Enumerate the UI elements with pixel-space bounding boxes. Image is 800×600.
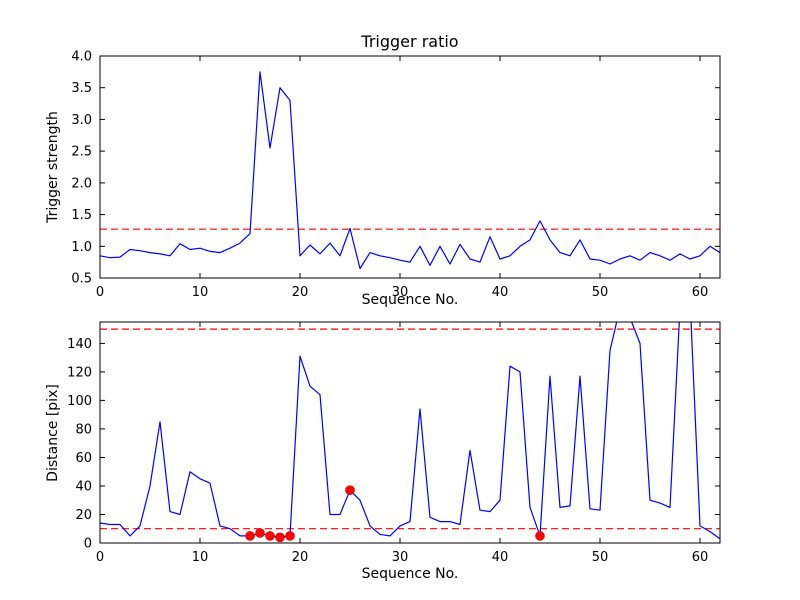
- y-tick-label: 140: [67, 337, 92, 352]
- trigger-marker: [285, 531, 295, 541]
- chart-title: Trigger ratio: [361, 32, 459, 51]
- trigger-marker: [275, 532, 285, 543]
- x-tick-label: 0: [96, 550, 104, 565]
- y-tick-label: 80: [75, 422, 92, 437]
- y-tick-label: 120: [67, 365, 92, 380]
- y-tick-label: 0.5: [71, 272, 92, 287]
- x-tick-label: 0: [96, 285, 104, 300]
- y-tick-label: 4.0: [71, 50, 92, 65]
- trigger-marker: [265, 531, 275, 541]
- x-tick-label: 60: [692, 285, 709, 300]
- x-tick-label: 20: [292, 550, 309, 565]
- x-tick-label: 40: [492, 550, 509, 565]
- x-tick-label: 60: [692, 550, 709, 565]
- y-tick-label: 20: [75, 508, 92, 523]
- data-line: [100, 322, 720, 540]
- trigger-marker: [245, 531, 255, 541]
- x-tick-label: 50: [592, 550, 609, 565]
- x-tick-label: 50: [592, 285, 609, 300]
- y-tick-label: 3.5: [71, 81, 92, 96]
- trigger-marker: [535, 531, 545, 541]
- trigger-marker: [255, 528, 265, 538]
- y-tick-label: 2.5: [71, 145, 92, 160]
- data-line: [100, 71, 720, 270]
- top-y-axis-label: Trigger strength: [45, 111, 61, 223]
- x-tick-label: 10: [192, 285, 209, 300]
- x-tick-label: 10: [192, 550, 209, 565]
- x-tick-label: 30: [392, 550, 409, 565]
- y-tick-label: 3.0: [71, 113, 92, 128]
- bottom-y-axis-label: Distance [pix]: [45, 384, 61, 482]
- plot-area: [100, 71, 720, 270]
- top-x-axis-label: Sequence No.: [361, 292, 459, 308]
- y-tick-label: 40: [75, 480, 92, 495]
- bottom-x-axis-label: Sequence No.: [361, 566, 459, 582]
- y-tick-label: 1.5: [71, 208, 92, 223]
- x-tick-label: 20: [292, 285, 309, 300]
- y-tick-label: 100: [67, 394, 92, 409]
- trigger-marker: [345, 485, 355, 496]
- y-tick-label: 60: [75, 451, 92, 466]
- x-tick-label: 30: [392, 285, 409, 300]
- axes-frame: [99, 321, 721, 544]
- y-tick-label: 2.0: [71, 176, 92, 191]
- y-tick-label: 0: [84, 537, 92, 552]
- plot-area: [100, 322, 720, 543]
- y-tick-label: 1.0: [71, 240, 92, 255]
- axes-frame: [99, 55, 721, 279]
- x-tick-label: 40: [492, 285, 509, 300]
